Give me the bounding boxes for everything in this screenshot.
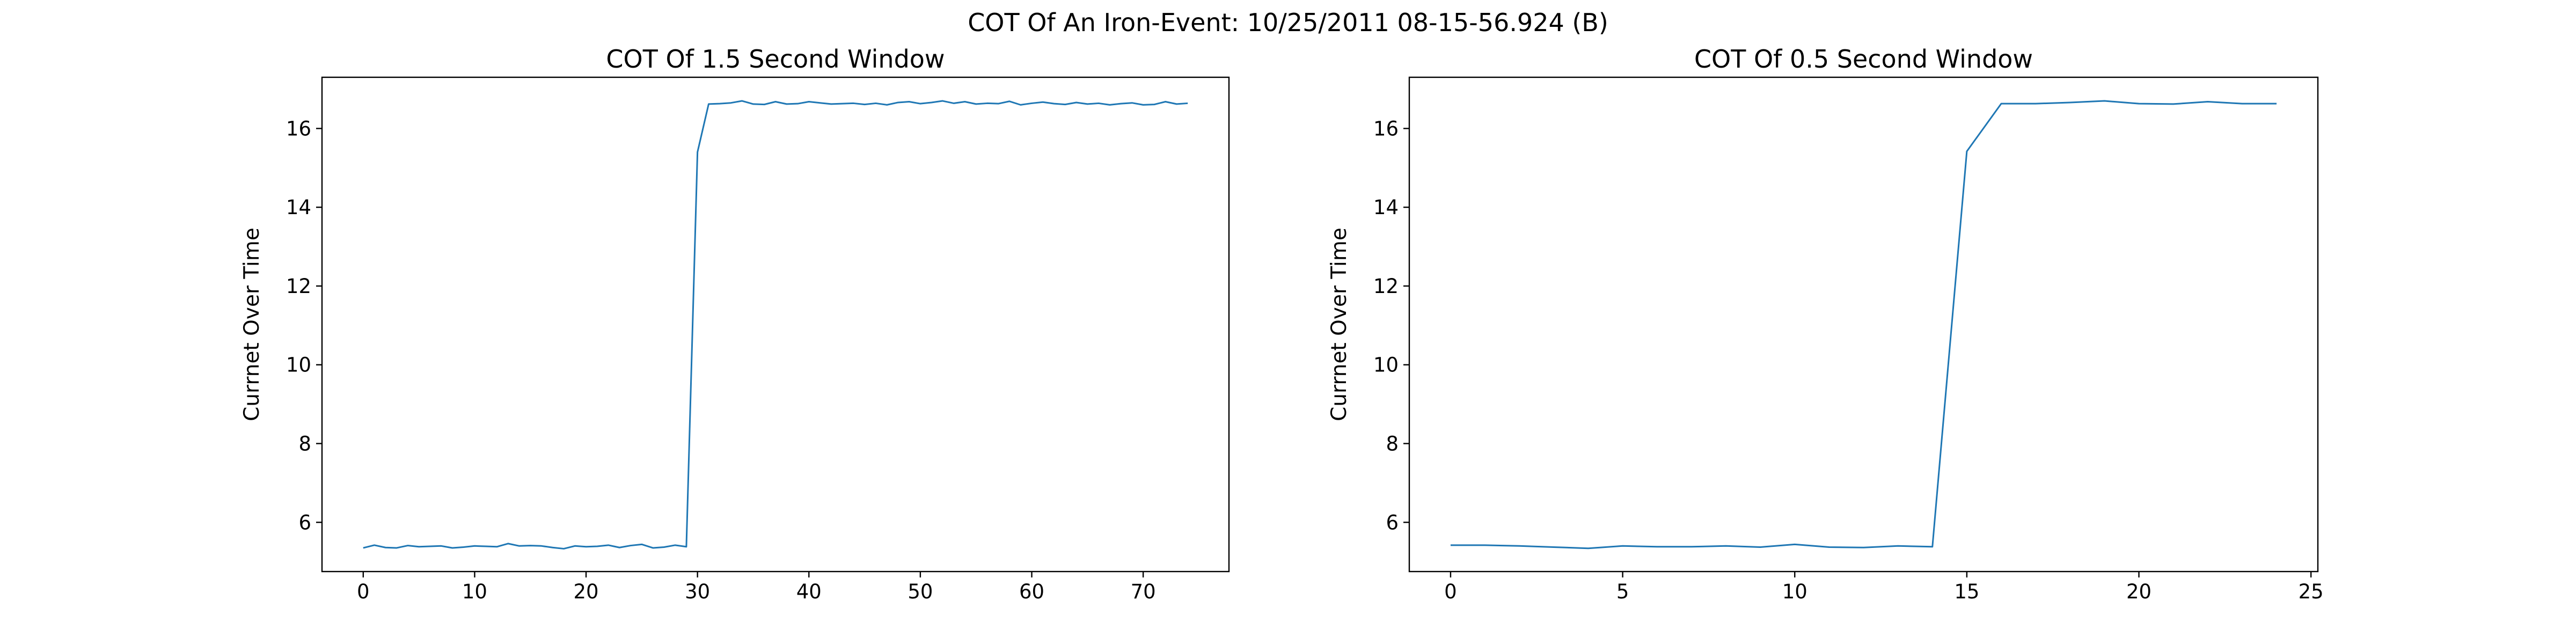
y-axis-label: Currnet Over Time <box>240 228 264 421</box>
x-tick-label: 5 <box>1616 580 1629 603</box>
x-tick-label: 40 <box>796 580 822 603</box>
y-tick-label: 14 <box>1373 196 1399 219</box>
x-tick-label: 60 <box>1019 580 1044 603</box>
x-tick-label: 10 <box>462 580 487 603</box>
y-tick-label: 16 <box>286 117 311 140</box>
data-line <box>1450 100 2277 550</box>
x-tick-label: 70 <box>1131 580 1156 603</box>
y-tick-label: 10 <box>1373 354 1399 377</box>
chart-title: COT Of 0.5 Second Window <box>1694 45 2033 74</box>
x-tick-label: 30 <box>685 580 710 603</box>
data-line <box>363 100 1188 550</box>
y-tick-label: 14 <box>286 196 311 219</box>
x-tick-label: 20 <box>574 580 599 603</box>
axes-frame <box>321 76 1230 573</box>
y-tick-label: 12 <box>1373 275 1399 298</box>
x-tick-label: 10 <box>1782 580 1807 603</box>
x-tick-label: 20 <box>2126 580 2151 603</box>
y-tick-label: 10 <box>286 354 311 377</box>
y-tick-label: 16 <box>1373 117 1399 140</box>
axes-frame <box>1408 76 2319 573</box>
y-tick-label: 8 <box>298 432 311 455</box>
x-tick-label: 50 <box>908 580 933 603</box>
x-tick-label: 15 <box>1954 580 1979 603</box>
x-tick-label: 0 <box>357 580 370 603</box>
chart-title: COT Of 1.5 Second Window <box>606 45 945 74</box>
y-tick-label: 6 <box>1386 511 1399 534</box>
y-tick-label: 8 <box>1386 432 1399 455</box>
y-tick-label: 12 <box>286 275 311 298</box>
y-tick-label: 6 <box>298 511 311 534</box>
x-tick-label: 25 <box>2299 580 2324 603</box>
y-axis-label: Currnet Over Time <box>1327 228 1351 421</box>
x-tick-label: 0 <box>1444 580 1457 603</box>
figure-title: COT Of An Iron-Event: 10/25/2011 08-15-5… <box>968 8 1608 37</box>
